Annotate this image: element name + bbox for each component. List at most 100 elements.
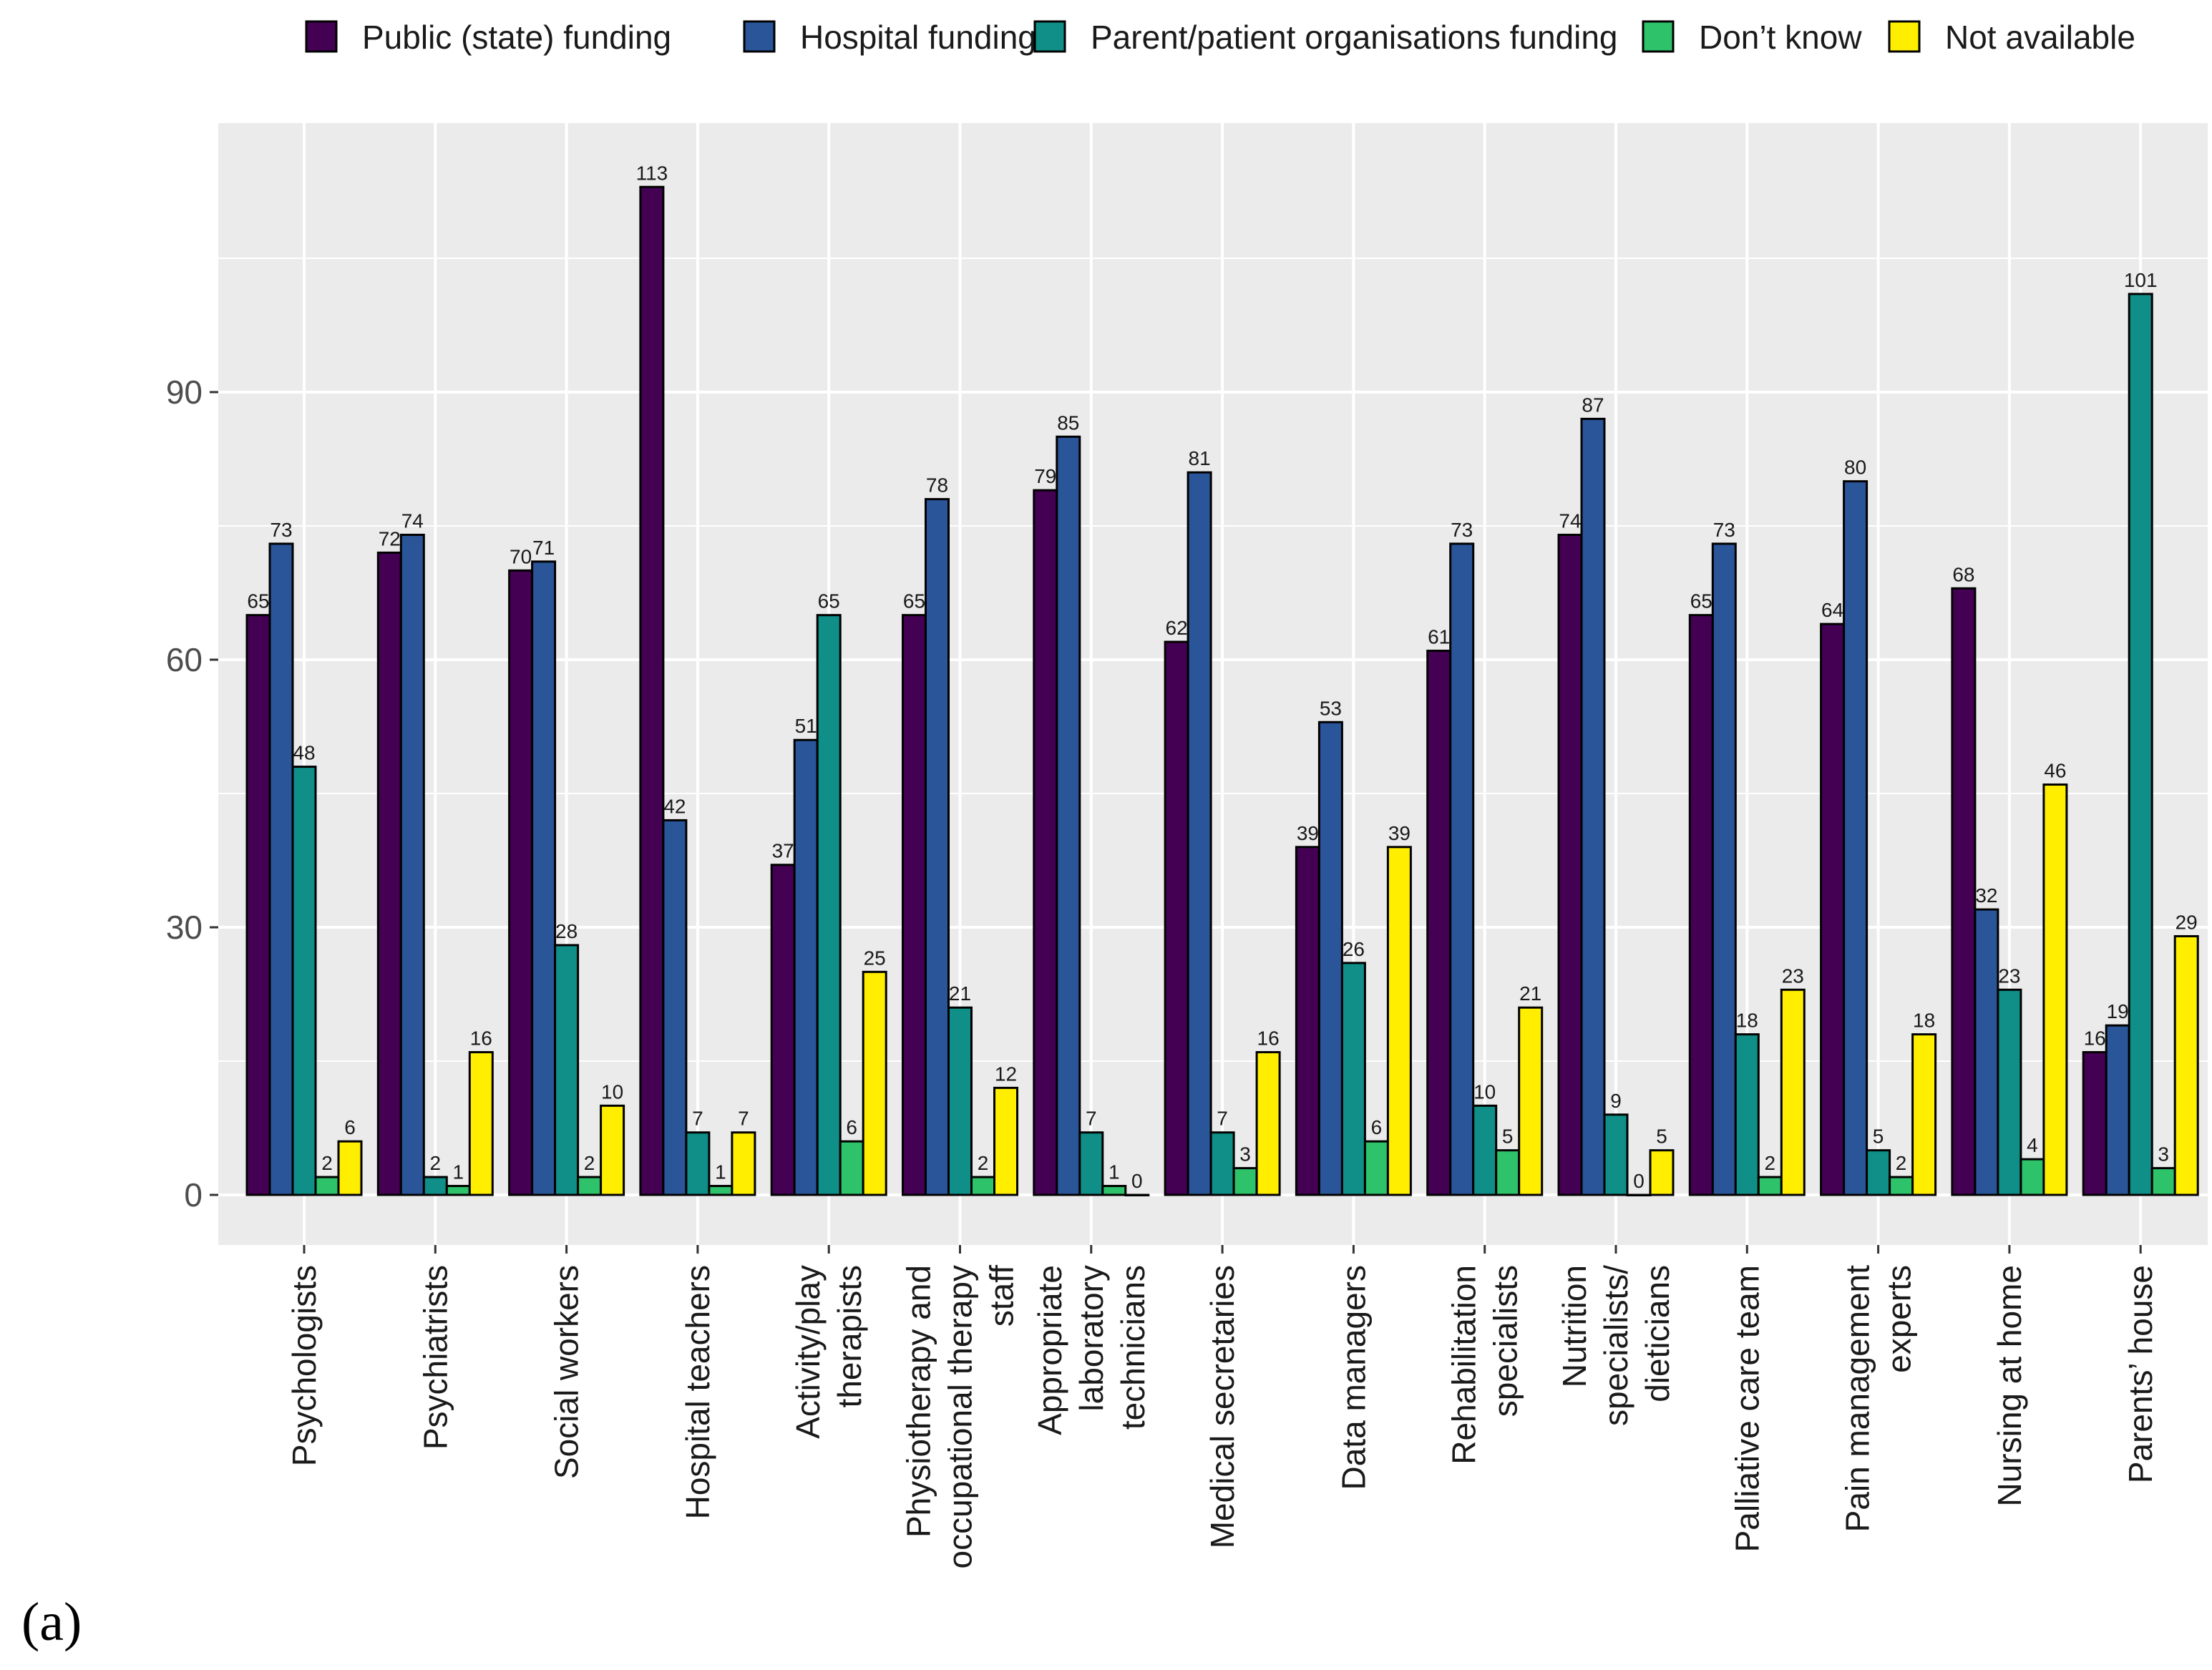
bar [422,1176,448,1196]
data-label: 2 [978,1152,989,1174]
data-label: 25 [864,947,886,969]
bar [1495,1149,1521,1196]
bar [925,498,950,1196]
x-tick-label: Appropriate laboratory technicians [1031,1265,1151,1435]
bar [793,738,819,1196]
bar [1603,1113,1629,1196]
data-label: 6 [344,1116,356,1138]
x-axis: Psychologists Psychiatrists Social workers… [286,1245,2159,1569]
data-label: 29 [2176,911,2198,933]
legend-label: Public (state) funding [362,19,671,56]
data-label: 23 [1782,965,1804,987]
data-label: 7 [738,1108,749,1130]
bar [1363,1140,1389,1196]
bar [1734,1033,1760,1196]
bar [2019,1158,2045,1196]
data-label: 2 [321,1152,333,1174]
bar [770,864,796,1196]
legend-label: Don’t know [1699,19,1862,56]
bar [2082,1051,2108,1196]
bar [1340,962,1366,1196]
data-label: 7 [1086,1108,1097,1130]
bar [268,542,294,1196]
legend-label: Parent/patient organisations funding [1091,19,1618,56]
data-label: 2 [584,1152,595,1174]
x-tick-label: Pain management experts [1839,1265,1918,1533]
x-tick-label: Psychologists [286,1265,323,1466]
data-label: 87 [1582,394,1604,416]
data-label: 48 [293,742,315,764]
bar [245,614,271,1196]
data-label: 64 [1821,599,1843,621]
bar [1911,1033,1937,1196]
data-label: 37 [772,840,794,862]
bar [1232,1167,1258,1196]
bar [337,1140,363,1196]
data-label: 3 [1239,1143,1251,1166]
x-tick-label-line: Rehabilitation [1446,1265,1483,1465]
x-tick-label: Physiotherapy and occupational therapy sta… [900,1265,1020,1569]
bar [1711,542,1737,1196]
data-label: 39 [1297,822,1319,844]
x-tick-label-line: Medical secretaries [1204,1265,1241,1548]
bar [862,970,887,1196]
x-tick-label-line: specialists [1487,1265,1524,1417]
data-label: 2 [1765,1152,1776,1174]
data-label: 74 [1559,509,1581,532]
bar [662,819,688,1196]
x-tick-label-line: dieticians [1639,1265,1676,1402]
bar [639,185,665,1196]
bar [1187,471,1212,1196]
data-label: 1 [1109,1161,1120,1183]
bar [1255,1051,1281,1196]
data-label: 65 [1690,590,1712,612]
data-label: 5 [1502,1125,1514,1148]
bar [1101,1185,1127,1196]
data-label: 3 [2158,1143,2169,1166]
data-label: 6 [1371,1116,1383,1138]
bar [1056,435,1081,1196]
data-label: 68 [1952,563,1974,585]
bar [1889,1176,1914,1196]
x-tick-label: Psychiatrists [416,1265,454,1450]
data-label: 80 [1844,456,1866,479]
bar [1626,1193,1652,1196]
x-tick-label: Hospital teachers [679,1265,716,1519]
legend-swatch [1033,20,1066,53]
bar [1820,622,1846,1196]
data-label: 65 [247,590,269,612]
bar [731,1131,756,1196]
data-label: 6 [846,1116,857,1138]
x-tick-label-line: staff [983,1265,1020,1327]
data-label: 2 [1896,1152,1907,1174]
x-tick-label-line: Data managers [1335,1265,1372,1490]
bar [1426,650,1452,1196]
bar [1518,1006,1544,1196]
legend-label: Not available [1945,19,2135,56]
data-label: 1 [715,1161,726,1183]
legend: Public (state) funding Hospital funding Pa… [305,19,2135,56]
data-label: 0 [1131,1170,1143,1192]
bar [1164,640,1189,1196]
bars [245,185,2199,1196]
y-tick-label: 60 [166,641,203,678]
bar [554,944,580,1196]
data-label: 101 [2124,269,2158,291]
bar [1078,1131,1104,1196]
bar [1557,533,1583,1196]
data-label: 73 [1713,519,1735,541]
x-tick-label: Activity/play therapists [789,1265,868,1439]
data-label: 4 [2027,1134,2038,1156]
bar [2105,1024,2130,1196]
data-label: 51 [795,715,817,737]
data-label: 28 [555,920,578,942]
legend-swatch [305,20,338,53]
bar [2173,934,2199,1196]
x-tick-label: Nutrition specialists/dieticians [1556,1265,1676,1426]
bar [1580,417,1606,1196]
data-label: 42 [663,795,686,817]
bar [1209,1131,1235,1196]
bar [970,1176,995,1196]
data-label: 10 [1473,1080,1496,1103]
